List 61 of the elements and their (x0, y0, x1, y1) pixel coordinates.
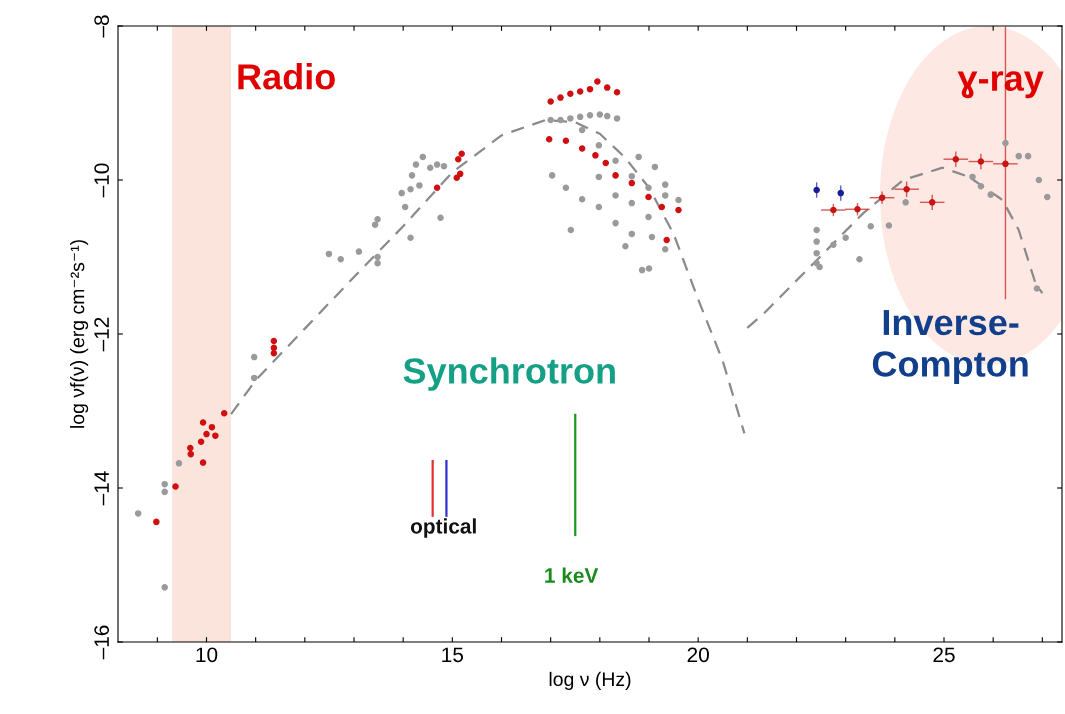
point (270, 349, 278, 357)
point (456, 170, 464, 178)
point (628, 179, 636, 187)
point (172, 483, 179, 490)
point (557, 94, 564, 101)
point (592, 152, 599, 159)
y-tick-label: –14 (94, 471, 109, 506)
point (603, 84, 611, 91)
point (612, 172, 619, 179)
point (208, 423, 216, 431)
point (547, 98, 554, 105)
band-label: Radio (238, 63, 335, 90)
y-tick-label: –8 (94, 15, 110, 38)
y-axis-title: log νf(ν) (erg cm⁻²s⁻¹) (70, 240, 89, 428)
y-tick-label: –16 (94, 625, 110, 660)
point (594, 78, 601, 85)
annotation: Inverse- Compton (872, 310, 1028, 384)
point (602, 159, 609, 167)
point (928, 199, 936, 206)
point (433, 184, 441, 191)
x-tick-label: 15 (442, 647, 464, 663)
point (199, 459, 207, 466)
point (952, 155, 960, 163)
x-axis-title: log ν (Hz) (549, 671, 631, 690)
x-tick-label: 20 (687, 647, 709, 663)
point (586, 85, 594, 93)
point (458, 150, 465, 158)
point (567, 90, 574, 98)
point (878, 194, 886, 201)
x-tick-label: 25 (933, 647, 955, 663)
point (813, 186, 820, 194)
point (854, 206, 861, 213)
point (645, 193, 652, 201)
point (203, 430, 210, 438)
annotation: 1 keV (545, 567, 599, 583)
point (903, 185, 910, 193)
annotation: optical (410, 518, 476, 538)
point (675, 206, 682, 214)
point (212, 432, 219, 439)
point (578, 145, 586, 152)
x-tick-label: 10 (196, 647, 218, 663)
point (663, 236, 670, 244)
point (454, 155, 462, 163)
point (197, 438, 205, 446)
y-tick-label: –12 (94, 317, 109, 352)
point (562, 137, 570, 144)
point (576, 88, 584, 95)
point (270, 337, 278, 345)
point (613, 88, 621, 96)
point (220, 410, 228, 417)
point (199, 419, 207, 426)
y-tick-label: –10 (94, 163, 110, 198)
point (1002, 160, 1009, 168)
point (977, 158, 985, 165)
point (153, 518, 160, 526)
annotation: Synchrotron (403, 357, 615, 391)
point (187, 444, 194, 452)
point (837, 189, 845, 197)
point (545, 135, 553, 143)
point (658, 203, 666, 211)
point (187, 450, 195, 458)
